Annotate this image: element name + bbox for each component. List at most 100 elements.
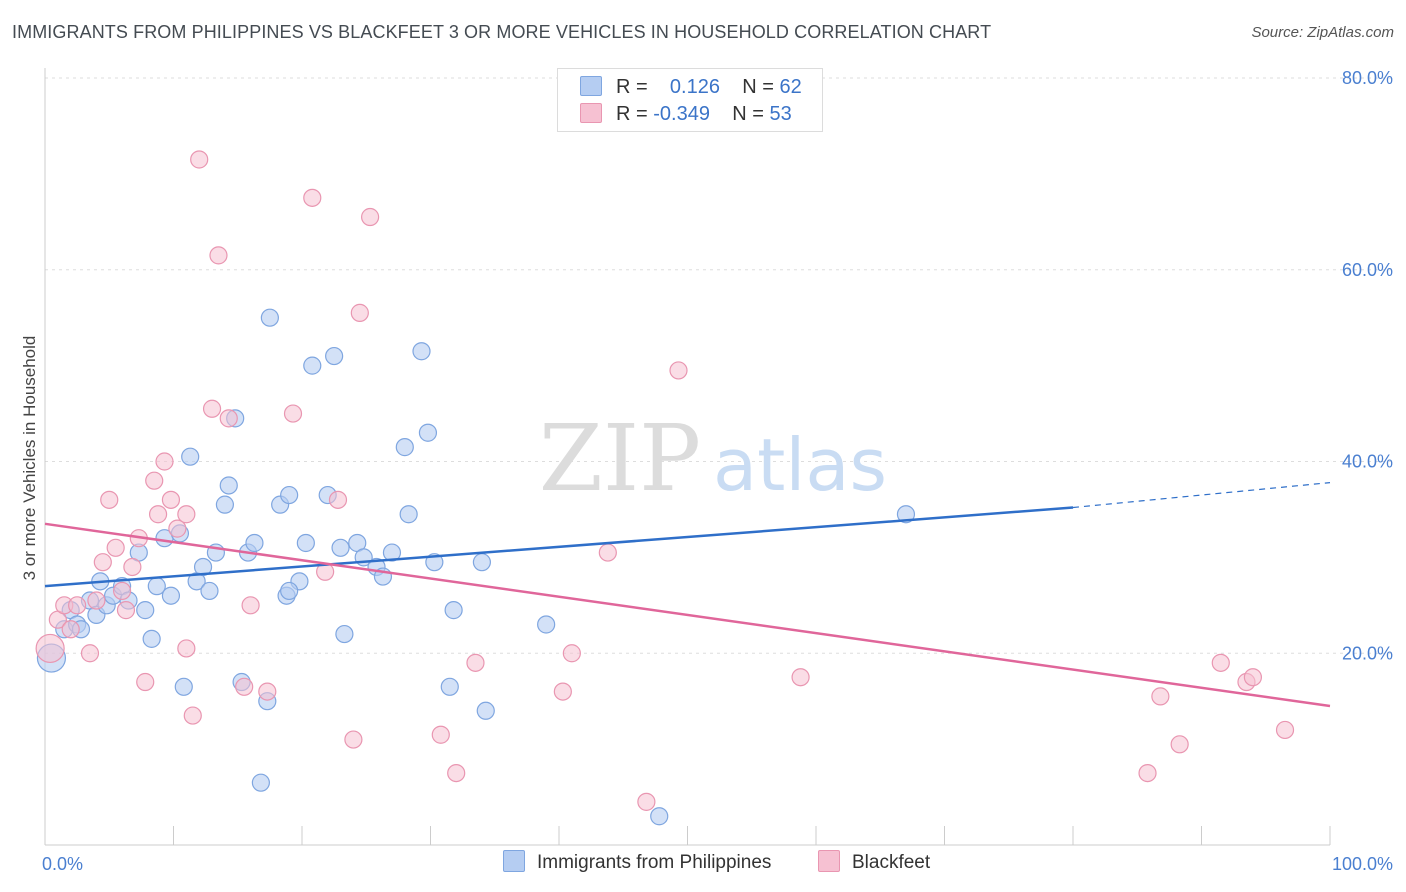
point-philippines — [161, 586, 181, 605]
point-philippines — [382, 543, 402, 562]
gridlines — [45, 77, 1395, 654]
legend-n-value: 53 — [769, 103, 792, 125]
point-blackfeet — [219, 409, 238, 428]
point-blackfeet — [1170, 735, 1189, 754]
point-philippines — [280, 581, 299, 601]
point-blackfeet — [80, 644, 100, 663]
legend-r-value: 0.126 — [669, 76, 720, 98]
bottom-legend-label-blackfeet: Blackfeet — [852, 852, 931, 873]
x-tick-label-min: 0.0% — [42, 854, 83, 874]
point-philippines — [181, 447, 200, 466]
legend-box: R = 0.126 N = 62 R = -0.349 N = 53 — [557, 68, 823, 132]
point-blackfeet — [148, 505, 168, 524]
point-blackfeet — [168, 519, 187, 538]
series-philippines-points — [36, 308, 916, 826]
source-label: Source: ZipAtlas.com — [1251, 24, 1394, 41]
point-philippines — [472, 553, 491, 572]
legend-n-label: N = — [742, 76, 774, 98]
point-blackfeet — [177, 639, 196, 658]
legend-r-label: R = — [616, 103, 648, 125]
point-blackfeet — [283, 404, 303, 423]
point-philippines — [142, 629, 161, 648]
point-blackfeet — [791, 668, 810, 687]
point-philippines — [251, 773, 270, 792]
point-blackfeet — [1275, 720, 1295, 740]
point-blackfeet — [106, 538, 125, 557]
point-blackfeet — [183, 706, 202, 725]
point-blackfeet — [61, 620, 80, 639]
point-blackfeet — [361, 207, 380, 227]
point-blackfeet — [161, 490, 181, 509]
watermark: ZIP atlas — [539, 405, 887, 512]
point-blackfeet — [93, 553, 112, 572]
legend-swatch-pink — [580, 103, 602, 123]
point-blackfeet — [136, 672, 155, 692]
trend-line-philippines-extension — [1072, 481, 1331, 509]
point-philippines — [444, 601, 463, 620]
point-blackfeet — [235, 677, 254, 696]
legend-row-blackfeet: R = -0.349 N = 53 — [580, 101, 792, 127]
watermark-zip: ZIP — [539, 405, 701, 512]
point-blackfeet — [190, 150, 209, 169]
y-axis-label: 3 or more Vehicles in Household — [20, 336, 39, 581]
bottom-legend-philippines: Immigrants from Philippines — [503, 850, 771, 874]
point-philippines — [335, 624, 354, 644]
point-philippines — [537, 615, 556, 634]
point-blackfeet — [1243, 668, 1263, 687]
point-blackfeet — [202, 399, 222, 418]
point-philippines — [280, 485, 299, 505]
point-philippines — [440, 677, 459, 696]
y-tick-label: 80.0% — [1342, 68, 1393, 88]
point-philippines — [303, 356, 322, 375]
point-blackfeet — [241, 596, 260, 615]
bottom-legend-swatch-pink — [818, 850, 840, 872]
point-blackfeet — [87, 591, 106, 610]
point-blackfeet — [637, 792, 656, 811]
point-philippines — [260, 308, 279, 327]
point-philippines — [395, 438, 414, 457]
point-philippines — [650, 807, 669, 826]
point-blackfeet — [209, 246, 228, 265]
point-blackfeet — [447, 763, 466, 783]
point-blackfeet — [112, 581, 132, 601]
point-philippines — [245, 533, 264, 553]
point-philippines — [399, 505, 418, 524]
legend-n-value: 62 — [779, 76, 802, 98]
bottom-legend-blackfeet: Blackfeet — [818, 850, 930, 874]
legend-swatch-blue — [580, 76, 602, 96]
trend-line-philippines — [44, 506, 1074, 588]
y-tick-label: 20.0% — [1342, 643, 1393, 663]
point-blackfeet — [155, 452, 174, 471]
point-blackfeet — [1138, 763, 1157, 783]
point-philippines — [418, 423, 438, 442]
point-philippines — [174, 677, 193, 696]
point-blackfeet — [598, 543, 617, 562]
bottom-legend-swatch-blue — [503, 850, 525, 872]
point-blackfeet — [344, 730, 363, 749]
point-blackfeet — [328, 490, 348, 509]
point-philippines — [296, 533, 315, 553]
series-blackfeet-points — [35, 150, 1295, 811]
y-tick-label: 40.0% — [1342, 452, 1393, 472]
bottom-legend-label-philippines: Immigrants from Philippines — [537, 852, 772, 873]
point-philippines — [200, 581, 219, 601]
point-philippines — [896, 505, 916, 524]
point-blackfeet — [303, 188, 322, 207]
trend-lines — [44, 481, 1331, 708]
point-philippines — [136, 601, 155, 620]
trend-line-blackfeet — [44, 522, 1331, 708]
point-blackfeet — [669, 361, 688, 380]
chart-title: IMMIGRANTS FROM PHILIPPINES VS BLACKFEET… — [12, 22, 992, 42]
point-blackfeet — [431, 725, 450, 744]
axes — [44, 68, 1331, 846]
point-blackfeet — [35, 633, 65, 664]
x-tick-label-max: 100.0% — [1332, 854, 1393, 874]
watermark-atlas: atlas — [713, 423, 887, 507]
legend-row-philippines: R = 0.126 N = 62 — [580, 74, 802, 100]
point-blackfeet — [1151, 687, 1170, 706]
point-blackfeet — [466, 653, 485, 672]
point-blackfeet — [553, 682, 572, 701]
point-philippines — [219, 476, 238, 495]
point-blackfeet — [116, 601, 136, 620]
